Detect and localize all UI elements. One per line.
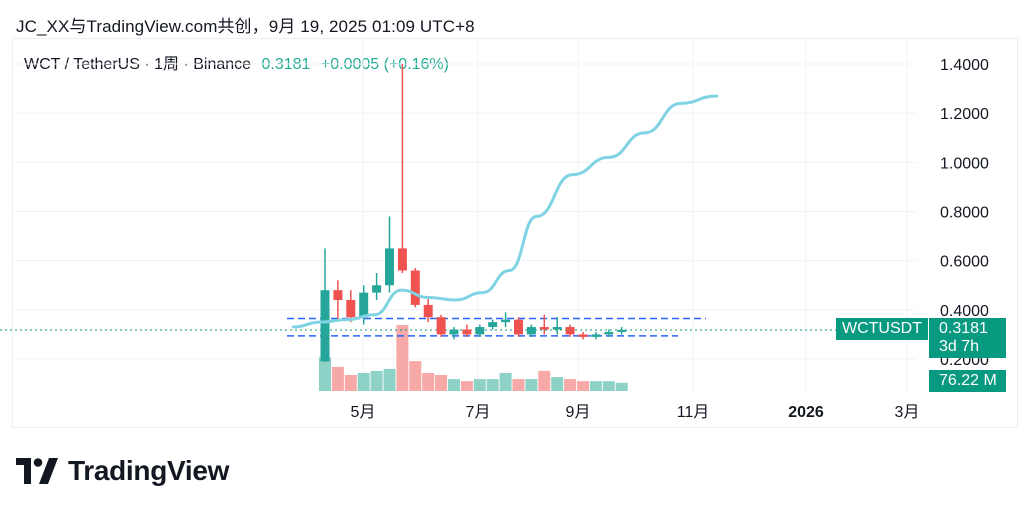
volume-tag: 76.22 M: [929, 370, 1006, 392]
volume-bar: [460, 381, 473, 391]
volume-bar: [319, 357, 331, 391]
candle-body: [397, 248, 407, 271]
candle-body: [578, 334, 588, 337]
volume-bar: [551, 377, 564, 391]
candle-body: [552, 327, 562, 330]
tradingview-wordmark: TradingView: [68, 455, 230, 486]
candle-body: [604, 331, 614, 335]
candle-countdown: 3d 7h: [939, 338, 980, 355]
volume-bar: [435, 375, 448, 391]
candle-body: [501, 319, 511, 323]
candle-body: [514, 319, 523, 335]
last-price-tag: 0.3181 3d 7h: [929, 318, 1006, 358]
volume-bars: [319, 325, 628, 391]
x-axis: 5月 7月 9月 11月 2026 3月: [351, 404, 920, 421]
candle-body: [591, 334, 601, 337]
candle-body: [449, 329, 459, 335]
candle-body: [423, 304, 433, 318]
chart-header: JC_XX与TradingView.com共创，9月 19, 2025 01:0…: [16, 17, 475, 36]
volume-bar: [564, 379, 577, 391]
volume-bar: [473, 379, 486, 391]
candle-body: [385, 248, 394, 286]
volume-bar: [370, 370, 383, 391]
y-tick-label: 1.4000: [940, 57, 989, 74]
volume-bar: [383, 368, 396, 391]
chart-frame: [12, 38, 1018, 428]
candle-body: [372, 285, 382, 293]
volume-bar: [577, 381, 589, 391]
volume-bar: [602, 381, 615, 391]
y-tick-label: 0.4000: [940, 303, 989, 320]
volume-bar: [525, 379, 538, 391]
candle-body: [539, 327, 549, 330]
candle-body: [359, 292, 369, 318]
volume-bar: [448, 379, 460, 391]
volume-bar: [331, 366, 344, 391]
tradingview-logo-icon: [16, 458, 58, 484]
volume-bar: [422, 372, 435, 391]
volume-bar: [396, 325, 409, 391]
candle-body: [526, 327, 536, 335]
candle-body: [410, 270, 420, 305]
x-tick-label: 5月: [351, 404, 376, 421]
candle-body: [333, 290, 343, 300]
volume-bar: [589, 381, 602, 391]
candle-body: [462, 329, 472, 335]
last-price-value: 0.3181: [939, 320, 988, 337]
x-tick-label: 2026: [788, 404, 824, 421]
x-tick-label: 11月: [677, 404, 710, 421]
x-tick-label: 7月: [466, 404, 491, 421]
volume-bar: [344, 375, 357, 391]
volume-bar: [409, 361, 422, 391]
x-tick-label: 9月: [566, 404, 591, 421]
volume-bar: [538, 370, 551, 391]
y-tick-label: 0.8000: [940, 205, 989, 222]
y-axis: 1.40001.20001.00000.80000.60000.40000.20…: [940, 57, 989, 369]
candle-body: [488, 322, 498, 328]
volume-bar: [499, 372, 512, 391]
y-tick-label: 1.2000: [940, 106, 989, 123]
grid-lines: [14, 40, 916, 395]
y-tick-label: 1.0000: [940, 155, 989, 172]
candlesticks: [320, 64, 627, 362]
ticker-tag: WCTUSDT: [836, 318, 928, 340]
candle-body: [475, 327, 485, 335]
volume-bar: [357, 372, 370, 391]
volume-bar: [486, 379, 499, 391]
y-tick-label: 0.6000: [940, 254, 989, 271]
candle-body: [565, 327, 575, 335]
projection-curve: [291, 94, 719, 329]
volume-bar: [615, 382, 628, 391]
volume-bar: [512, 379, 525, 391]
candle-body: [617, 329, 627, 332]
x-tick-label: 3月: [895, 404, 920, 421]
tradingview-logo[interactable]: TradingView: [16, 455, 229, 487]
candle-body: [436, 317, 446, 335]
candle-body: [320, 290, 330, 362]
candle-body: [346, 300, 356, 318]
